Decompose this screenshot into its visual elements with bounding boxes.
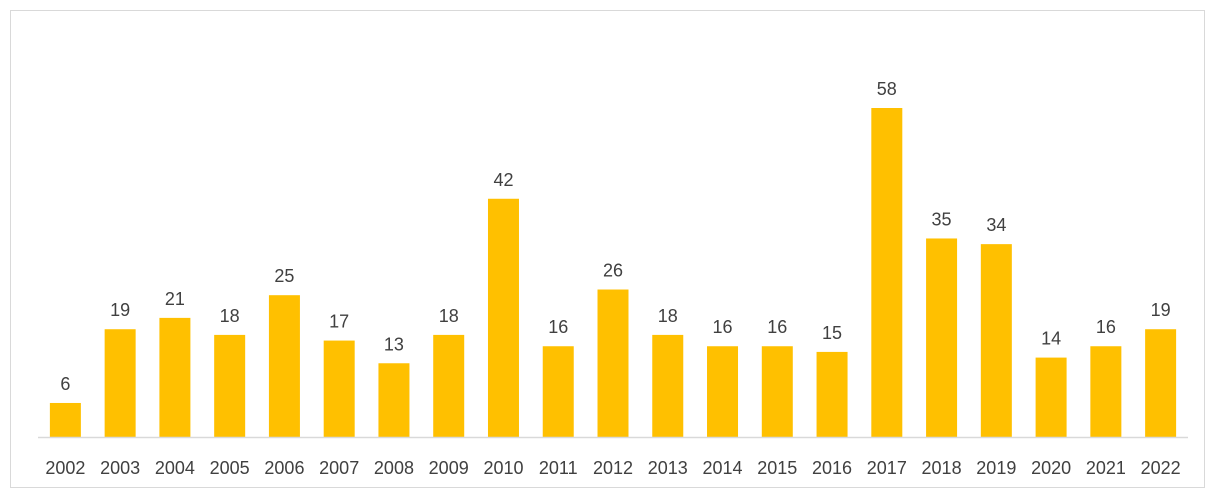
bar-2011 xyxy=(542,346,574,437)
data-label-2002: 6 xyxy=(60,374,70,394)
x-tick-labels: 2002 2003 2004 2005 2006 2007 2008 2009 2010 2011… xyxy=(45,458,1180,478)
data-label-2016: 15 xyxy=(822,323,842,343)
bar-2013 xyxy=(652,334,684,437)
bar-2002 xyxy=(49,402,81,437)
x-tick-label-2010: 2010 xyxy=(483,458,523,478)
x-tick-label-2019: 2019 xyxy=(976,458,1016,478)
x-tick-label-2006: 2006 xyxy=(264,458,304,478)
bar-2018 xyxy=(926,238,958,437)
data-label-2003: 19 xyxy=(110,300,130,320)
data-label-2012: 26 xyxy=(603,261,623,281)
x-tick-label-2014: 2014 xyxy=(702,458,742,478)
bar-2009 xyxy=(433,334,465,437)
data-label-2009: 18 xyxy=(439,306,459,326)
data-label-2006: 25 xyxy=(274,266,294,286)
data-label-2004: 21 xyxy=(165,289,185,309)
data-label-2022: 19 xyxy=(1151,300,1171,320)
bar-2003 xyxy=(104,329,136,437)
x-tick-label-2011: 2011 xyxy=(539,458,578,478)
bar-2015 xyxy=(761,346,793,437)
x-tick-label-2008: 2008 xyxy=(374,458,414,478)
bar-2014 xyxy=(707,346,739,437)
bar-2004 xyxy=(159,317,191,437)
bar-2005 xyxy=(214,334,246,437)
value-labels-layer: 6 19 21 18 25 17 13 18 42 16 26 18 16 16 15 58 35 34 14 16 1… xyxy=(60,79,1170,394)
data-label-2010: 42 xyxy=(493,170,513,190)
data-label-2013: 18 xyxy=(658,306,678,326)
bar-2006 xyxy=(268,295,300,437)
x-tick-label-2002: 2002 xyxy=(45,458,85,478)
bar-2020 xyxy=(1035,357,1067,437)
x-tick-label-2016: 2016 xyxy=(812,458,852,478)
bar-2016 xyxy=(816,351,848,437)
x-tick-label-2020: 2020 xyxy=(1031,458,1071,478)
x-tick-label-2015: 2015 xyxy=(757,458,797,478)
bar-2019 xyxy=(980,244,1012,437)
data-label-2008: 13 xyxy=(384,334,404,354)
x-tick-label-2012: 2012 xyxy=(593,458,633,478)
x-tick-label-2017: 2017 xyxy=(867,458,907,478)
data-label-2011: 16 xyxy=(548,317,568,337)
x-tick-label-2009: 2009 xyxy=(429,458,469,478)
bar-2010 xyxy=(487,198,519,437)
x-tick-label-2021: 2021 xyxy=(1086,458,1126,478)
bar-2007 xyxy=(323,340,355,437)
bar-2008 xyxy=(378,363,410,437)
x-tick-label-2013: 2013 xyxy=(648,458,688,478)
data-label-2014: 16 xyxy=(713,317,733,337)
data-label-2018: 35 xyxy=(932,209,952,229)
bar-2022 xyxy=(1145,329,1177,437)
x-tick-label-2005: 2005 xyxy=(210,458,250,478)
bars-layer xyxy=(49,108,1177,437)
bar-2012 xyxy=(597,289,629,437)
data-label-2019: 34 xyxy=(986,215,1006,235)
x-tick-label-2018: 2018 xyxy=(922,458,962,478)
bar-2017 xyxy=(871,108,903,437)
data-label-2021: 16 xyxy=(1096,317,1116,337)
data-label-2015: 16 xyxy=(767,317,787,337)
x-tick-label-2004: 2004 xyxy=(155,458,195,478)
data-label-2007: 17 xyxy=(329,312,349,332)
x-tick-label-2007: 2007 xyxy=(319,458,359,478)
data-label-2017: 58 xyxy=(877,79,897,99)
bar-2021 xyxy=(1090,346,1122,437)
data-label-2020: 14 xyxy=(1041,329,1061,349)
x-tick-label-2003: 2003 xyxy=(100,458,140,478)
x-tick-label-2022: 2022 xyxy=(1141,458,1181,478)
data-label-2005: 18 xyxy=(220,306,240,326)
